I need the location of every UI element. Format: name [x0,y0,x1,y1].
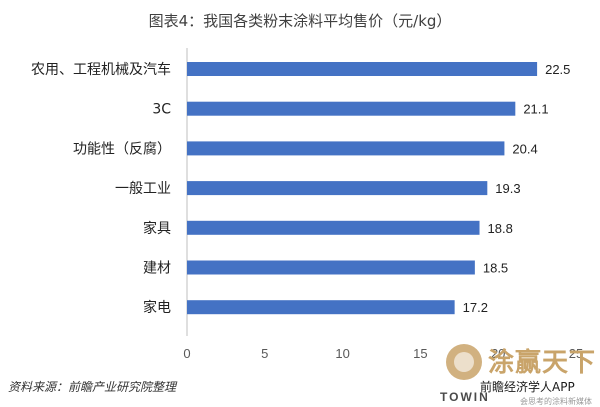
brand-logo: 涂赢天下 前瞻经济学人APP TOWIN 会思考的涂料新媒体 [440,340,600,406]
category-label-2: 功能性（反腐） [73,140,171,157]
x-tick-label-0: 0 [183,346,190,361]
logo-slogan-text: 会思考的涂料新媒体 [520,397,592,406]
category-label-3: 一般工业 [115,181,171,197]
data-label-3: 19.3 [495,181,520,196]
bar-5 [187,260,475,275]
data-label-4: 18.8 [488,221,513,236]
bar-0 [187,62,538,76]
bar-2 [187,141,505,156]
x-tick-label-2: 10 [335,346,349,361]
logo-emblem-icon [446,344,482,380]
category-label-6: 家电 [143,299,171,316]
logo-towin-text: TOWIN [440,390,490,404]
logo-app-text: 前瞻经济学人APP [480,380,575,394]
bar-4 [187,220,480,235]
data-label-2: 20.4 [512,141,537,156]
bar-6 [187,300,455,315]
x-tick-label-4: 20 [491,346,505,361]
category-label-0: 农用、工程机械及汽车 [31,61,171,78]
source-note: 资料来源：前瞻产业研究院整理 [8,380,177,394]
bar-1 [187,101,516,116]
bar-3 [187,181,488,196]
data-label-6: 17.2 [463,300,488,315]
data-label-0: 22.5 [545,62,570,77]
logo-brand-text: 涂赢天下 [488,348,597,378]
category-label-5: 建材 [143,261,171,277]
category-label-1: 3C [152,102,171,118]
x-tick-label-1: 5 [261,346,268,361]
data-label-5: 18.5 [483,261,508,276]
chart-title: 图表4：我国各类粉末涂料平均售价（元/kg） [148,12,452,30]
category-label-4: 家具 [143,220,171,237]
x-tick-label-3: 15 [413,346,427,361]
data-label-1: 21.1 [523,102,548,117]
x-tick-label-5: 25 [569,346,583,361]
